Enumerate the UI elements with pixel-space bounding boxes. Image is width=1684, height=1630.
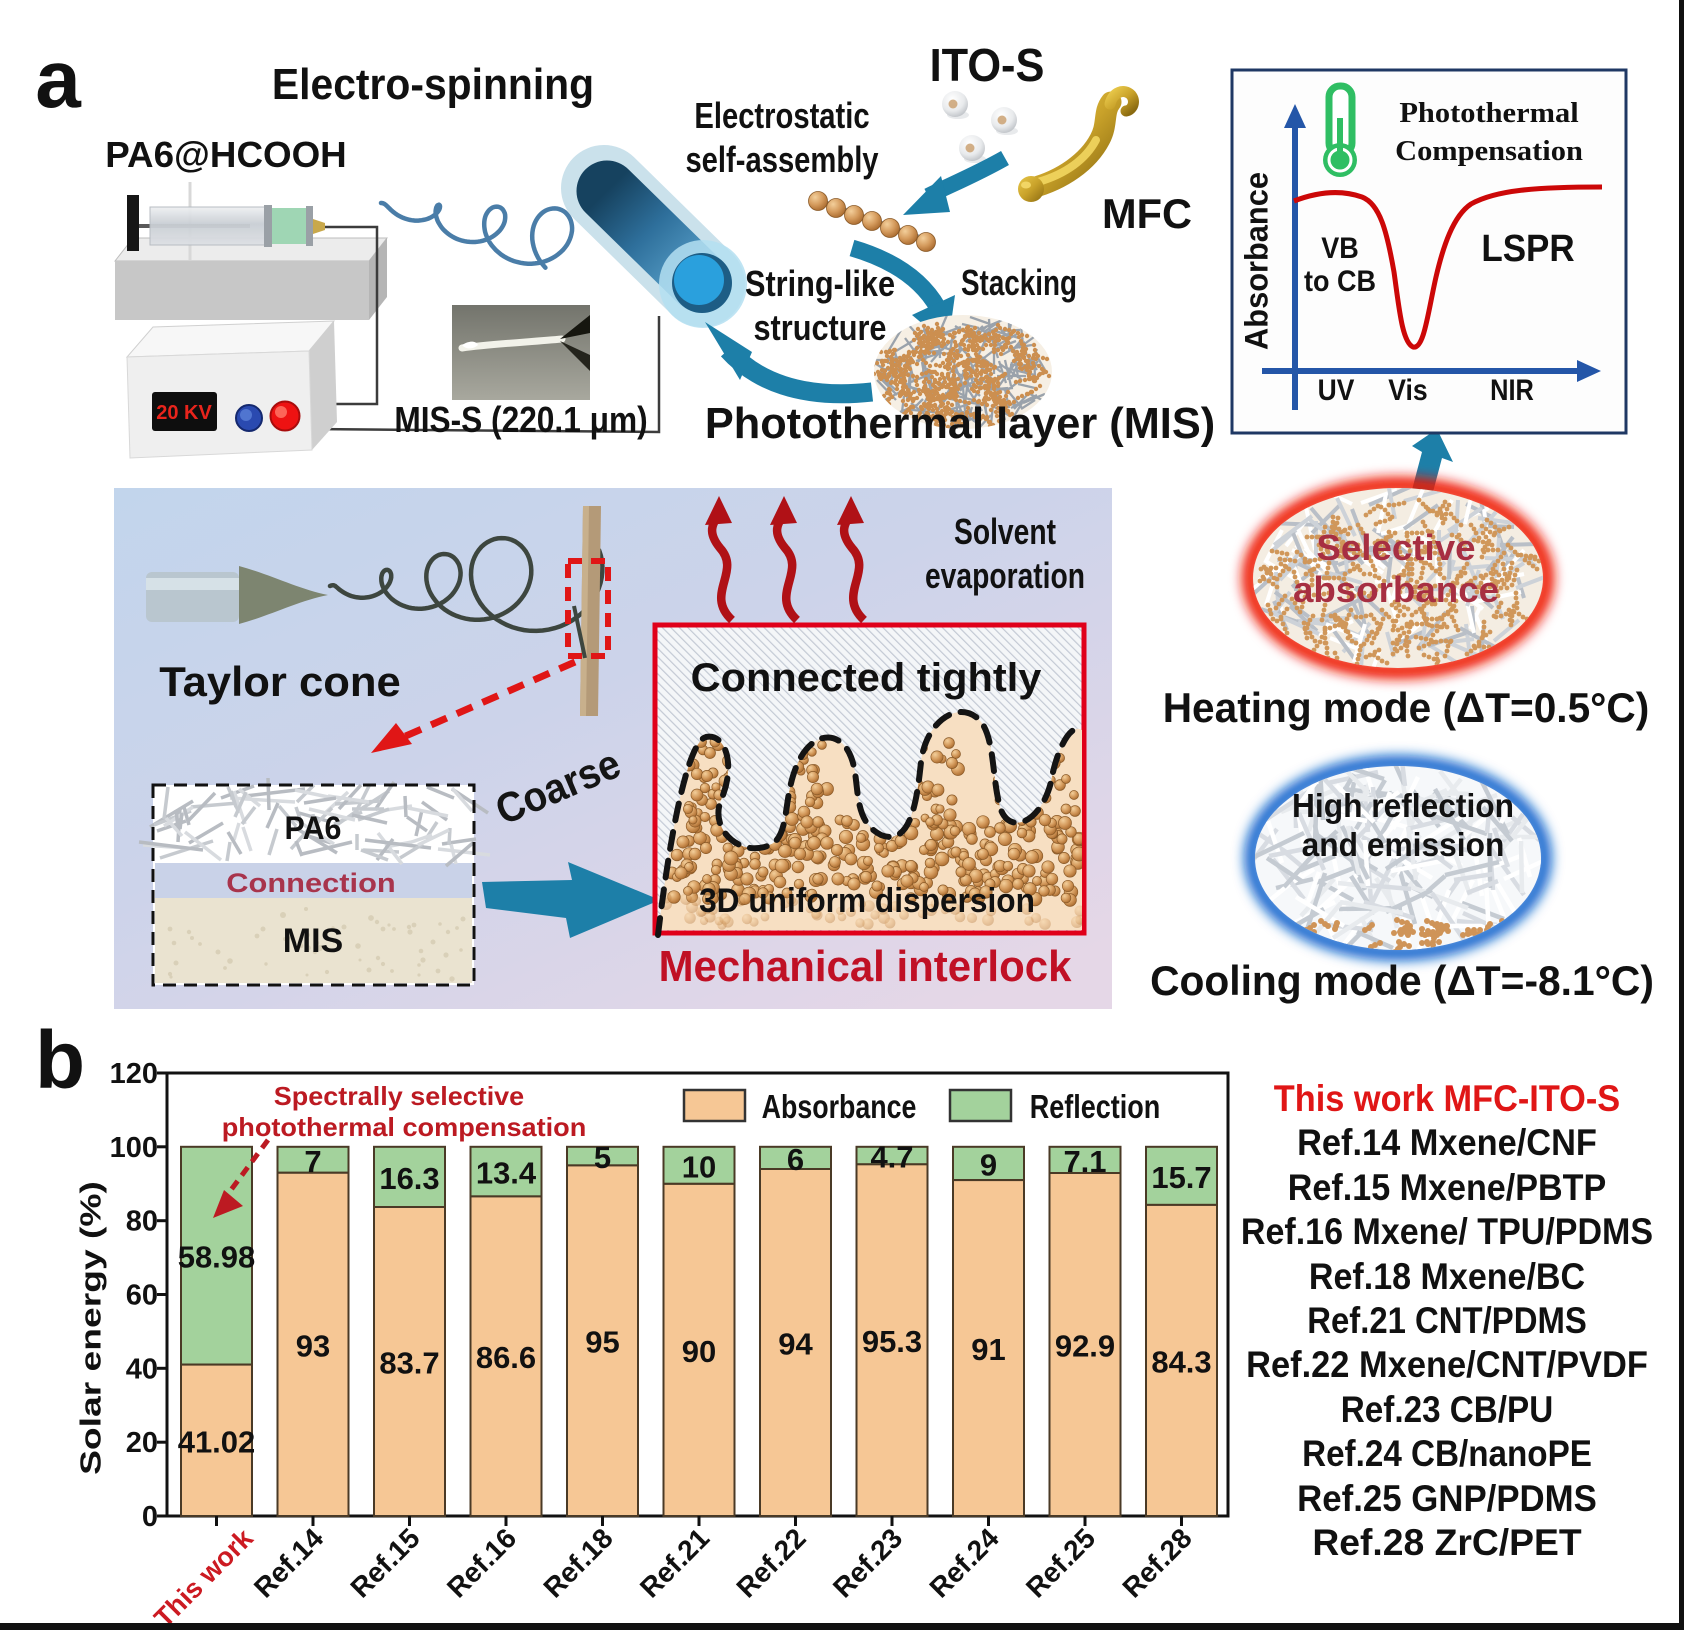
svg-text:94: 94 xyxy=(778,1327,813,1362)
svg-text:41.02: 41.02 xyxy=(178,1424,256,1459)
svg-text:7: 7 xyxy=(304,1144,321,1179)
svg-text:40: 40 xyxy=(126,1353,158,1385)
svg-text:80: 80 xyxy=(126,1206,158,1238)
svg-text:4.7: 4.7 xyxy=(870,1140,913,1175)
svg-text:Ref.22: Ref.22 xyxy=(730,1522,811,1603)
svg-text:Ref.16: Ref.16 xyxy=(441,1522,522,1603)
svg-text:Ref.15: Ref.15 xyxy=(344,1522,425,1603)
svg-text:13.4: 13.4 xyxy=(476,1156,537,1191)
svg-text:120: 120 xyxy=(110,1058,158,1090)
svg-text:Ref.24: Ref.24 xyxy=(923,1522,1005,1604)
svg-text:10: 10 xyxy=(682,1149,716,1184)
svg-text:Ref.23: Ref.23 xyxy=(827,1522,908,1603)
svg-text:95.3: 95.3 xyxy=(862,1324,922,1359)
svg-text:91: 91 xyxy=(971,1332,1005,1367)
svg-text:58.98: 58.98 xyxy=(178,1240,256,1275)
svg-text:84.3: 84.3 xyxy=(1151,1344,1211,1379)
svg-text:6: 6 xyxy=(787,1142,804,1177)
svg-text:15.7: 15.7 xyxy=(1151,1160,1211,1195)
svg-text:Ref.21: Ref.21 xyxy=(634,1522,715,1603)
svg-text:90: 90 xyxy=(682,1334,716,1369)
svg-text:95: 95 xyxy=(585,1325,619,1360)
svg-text:0: 0 xyxy=(142,1501,158,1533)
svg-text:20: 20 xyxy=(126,1427,158,1459)
svg-text:93: 93 xyxy=(296,1328,330,1363)
svg-text:5: 5 xyxy=(594,1140,611,1175)
svg-text:7.1: 7.1 xyxy=(1063,1144,1106,1179)
svg-text:Ref.25: Ref.25 xyxy=(1020,1522,1101,1603)
svg-text:92.9: 92.9 xyxy=(1055,1329,1115,1364)
svg-text:100: 100 xyxy=(110,1132,158,1164)
svg-text:This work: This work xyxy=(148,1522,259,1630)
svg-text:Ref.28: Ref.28 xyxy=(1116,1522,1197,1603)
svg-text:86.6: 86.6 xyxy=(476,1340,536,1375)
svg-text:Ref.18: Ref.18 xyxy=(537,1522,618,1603)
svg-text:60: 60 xyxy=(126,1280,158,1312)
svg-text:Ref.14: Ref.14 xyxy=(248,1522,330,1604)
svg-text:20 KV: 20 KV xyxy=(156,402,212,424)
svg-text:9: 9 xyxy=(980,1147,997,1182)
svg-text:83.7: 83.7 xyxy=(379,1346,439,1381)
svg-text:16.3: 16.3 xyxy=(379,1161,439,1196)
